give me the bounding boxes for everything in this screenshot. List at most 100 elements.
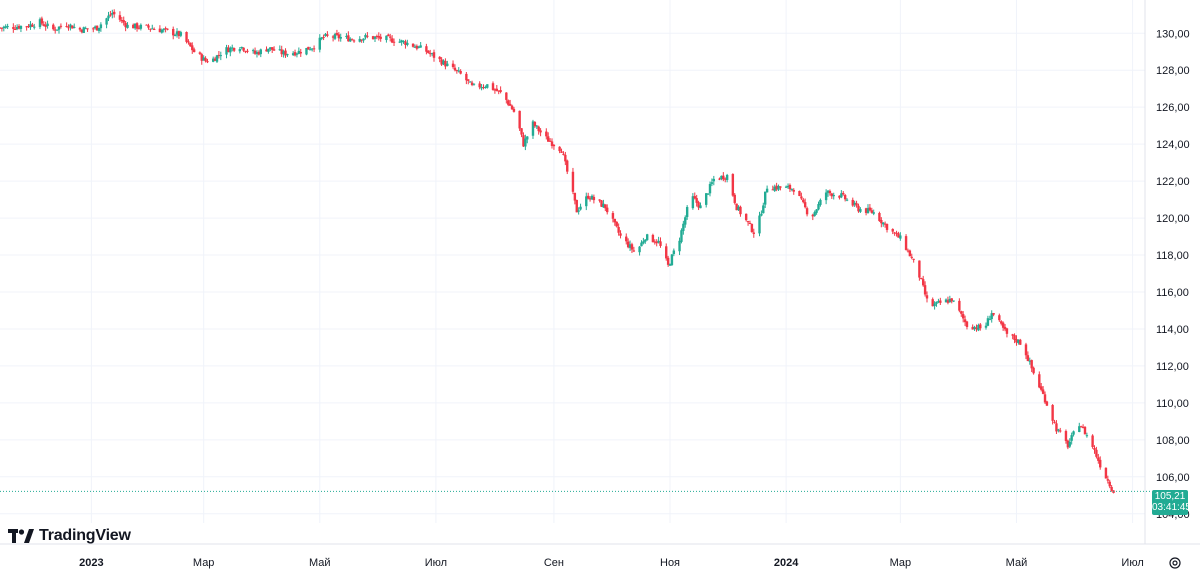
candle-down: [451, 63, 455, 67]
candle-up: [29, 24, 32, 28]
candle-down: [771, 189, 775, 191]
candle-up: [1072, 431, 1075, 435]
candle-up: [225, 47, 228, 55]
candle-down: [870, 210, 874, 213]
candle-down: [904, 236, 908, 250]
candle-down: [547, 136, 550, 142]
candle-down: [746, 221, 750, 223]
candle-down: [750, 224, 754, 233]
candle-up: [773, 186, 776, 191]
candle-up: [259, 49, 262, 55]
candle-down: [467, 79, 470, 81]
candle-up: [175, 31, 179, 35]
candle-down: [718, 178, 721, 180]
settings-icon[interactable]: [1168, 556, 1182, 570]
candle-down: [379, 36, 382, 39]
candle-down: [52, 24, 55, 30]
candle-up: [988, 319, 992, 321]
candle-down: [505, 92, 508, 100]
candle-down: [611, 213, 615, 219]
candle-down: [912, 258, 915, 260]
candle-up: [977, 325, 980, 331]
candle-down: [558, 146, 561, 152]
candle-down: [893, 232, 896, 234]
candle-down: [1059, 430, 1062, 432]
candle-down: [724, 178, 727, 180]
candle-up: [725, 174, 729, 180]
candle-up: [1078, 426, 1081, 433]
candle-down: [86, 28, 89, 30]
candle-up: [526, 136, 529, 140]
candle-down: [145, 24, 148, 26]
candle-up: [211, 58, 215, 62]
candle-down: [908, 250, 912, 257]
candle-down: [1079, 426, 1083, 428]
candle-up: [251, 50, 255, 52]
candle-up: [402, 41, 405, 43]
candle-down: [65, 26, 68, 28]
candle-up: [38, 19, 42, 28]
candle-up: [948, 298, 952, 303]
candle-down: [375, 35, 379, 37]
candle-down: [360, 39, 363, 41]
candle-down: [322, 36, 325, 38]
candle-down: [390, 38, 394, 43]
y-tick-label: 116,00: [1156, 287, 1189, 299]
candle-up: [2, 26, 6, 29]
candle-down: [931, 299, 934, 307]
candle-down: [371, 36, 375, 40]
candle-up: [764, 191, 767, 205]
candle-down: [71, 25, 74, 29]
candle-down: [552, 144, 556, 147]
candle-down: [352, 40, 356, 42]
candle-down: [573, 192, 577, 201]
candle-up: [790, 188, 794, 190]
candle-down: [1055, 423, 1058, 432]
candle-down: [733, 194, 736, 203]
y-tick-label: 114,00: [1156, 324, 1189, 336]
y-tick-label: 124,00: [1156, 139, 1190, 151]
candle-down: [152, 29, 156, 31]
candle-down: [792, 189, 795, 192]
candle-up: [706, 193, 710, 195]
candle-up: [882, 222, 885, 225]
candle-down: [880, 220, 883, 224]
candle-up: [642, 241, 645, 244]
candle-up: [345, 35, 348, 37]
candle-down: [1038, 374, 1041, 388]
candle-up: [173, 34, 177, 36]
tradingview-logo[interactable]: TradingView: [8, 526, 131, 546]
logo-text: TradingView: [39, 527, 131, 544]
candle-up: [358, 38, 361, 42]
candle-up: [297, 50, 301, 54]
candle-down: [545, 131, 548, 137]
candle-down: [1066, 440, 1070, 448]
candle-down: [149, 28, 152, 30]
candle-down: [606, 207, 609, 213]
candle-down: [510, 105, 514, 110]
candle-up: [19, 25, 23, 29]
x-tick-label: Мар: [890, 557, 912, 569]
candle-up: [480, 87, 483, 89]
candle-up: [442, 60, 445, 65]
candle-down: [1040, 386, 1043, 390]
candle-up: [362, 38, 365, 41]
candle-up: [46, 23, 49, 27]
candle-down: [427, 50, 430, 53]
candle-up: [899, 235, 902, 239]
candle-down: [59, 25, 63, 27]
candle-down: [906, 250, 910, 252]
candle-up: [215, 55, 219, 62]
tradingview-logo-icon: [8, 529, 34, 543]
candle-down: [788, 184, 792, 190]
candle-up: [933, 303, 936, 307]
candle-up: [680, 230, 683, 242]
candle-up: [937, 301, 940, 303]
candle-up: [1085, 435, 1089, 437]
candle-down: [731, 174, 735, 196]
candle-down: [12, 27, 15, 29]
candle-up: [1028, 360, 1031, 362]
candle-down: [337, 34, 341, 39]
